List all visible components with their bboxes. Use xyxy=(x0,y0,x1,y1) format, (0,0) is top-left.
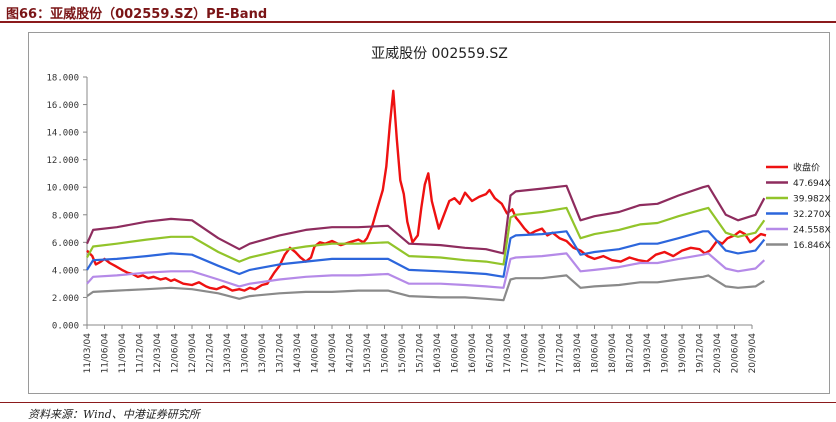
x-tick-label: 20/09/04 xyxy=(748,333,758,374)
x-tick-label: 11/12/04 xyxy=(136,333,146,374)
x-tick-label: 13/09/04 xyxy=(258,333,268,374)
x-tick-label: 16/12/04 xyxy=(486,333,496,374)
x-tick-label: 17/06/04 xyxy=(521,333,531,374)
series-line-4 xyxy=(86,230,766,278)
x-tick-label: 14/06/04 xyxy=(311,333,321,374)
x-tick-label: 12/09/04 xyxy=(188,333,198,374)
y-tick-label: 10.000 xyxy=(46,184,79,194)
x-tick-label: 12/12/04 xyxy=(206,333,216,374)
y-tick-label: 12.000 xyxy=(46,156,79,166)
x-tick-label: 16/09/04 xyxy=(468,333,478,374)
chart-title: 亚威股份 002559.SZ xyxy=(371,46,508,62)
x-tick-label: 15/12/04 xyxy=(416,333,426,374)
chart-frame xyxy=(28,32,830,394)
x-tick-label: 20/03/04 xyxy=(713,333,723,374)
x-tick-label: 13/12/04 xyxy=(276,333,286,374)
legend-label: 24.558X xyxy=(793,226,831,236)
legend-label: 16.846X xyxy=(793,241,831,251)
x-tick-label: 14/09/04 xyxy=(328,333,338,374)
legend-label: 收盘价 xyxy=(793,162,820,174)
figure-caption: 图66：亚威股份（002559.SZ）PE-Band xyxy=(6,7,268,22)
x-tick-label: 16/03/04 xyxy=(433,333,443,374)
x-tick-label: 14/03/04 xyxy=(293,333,303,374)
x-tick-label: 15/09/04 xyxy=(398,333,408,374)
x-tick-label: 19/09/04 xyxy=(678,333,688,374)
x-tick-label: 11/03/04 xyxy=(83,333,93,374)
x-tick-label: 15/06/04 xyxy=(381,333,391,374)
x-tick-label: 18/09/04 xyxy=(608,333,618,374)
x-tick-label: 18/12/04 xyxy=(626,333,636,374)
y-tick-label: 0.000 xyxy=(52,322,79,332)
x-tick-label: 18/03/04 xyxy=(573,333,583,374)
x-tick-label: 15/03/04 xyxy=(363,333,373,374)
x-tick-label: 19/03/04 xyxy=(643,333,653,374)
y-tick-label: 14.000 xyxy=(46,129,79,139)
x-tick-label: 13/06/04 xyxy=(241,333,251,374)
x-tick-label: 17/12/04 xyxy=(556,333,566,374)
legend-label: 47.694X xyxy=(793,179,831,189)
source-rule xyxy=(0,402,836,403)
x-tick-label: 19/12/04 xyxy=(696,333,706,374)
series-line-2 xyxy=(85,184,766,255)
y-tick-label: 6.000 xyxy=(52,239,79,249)
x-tick-label: 18/06/04 xyxy=(591,333,601,374)
y-tick-label: 2.000 xyxy=(52,294,79,304)
x-tick-label: 13/03/04 xyxy=(223,333,233,374)
caption-rule xyxy=(0,21,836,23)
x-tick-label: 20/06/04 xyxy=(731,333,741,374)
source-note: 资料来源：Wind、中港证券研究所 xyxy=(28,408,200,421)
y-tick-label: 8.000 xyxy=(52,211,79,221)
x-tick-label: 11/06/04 xyxy=(101,333,111,374)
series-line-5 xyxy=(86,252,766,289)
y-tick-label: 4.000 xyxy=(52,266,79,276)
legend-label: 32.270X xyxy=(793,210,831,220)
series-line-3 xyxy=(86,206,766,266)
x-tick-label: 19/06/04 xyxy=(661,333,671,374)
x-tick-label: 16/06/04 xyxy=(451,333,461,374)
x-tick-label: 14/12/04 xyxy=(346,333,356,374)
series-line-1 xyxy=(86,89,767,292)
x-tick-label: 17/09/04 xyxy=(538,333,548,374)
x-tick-label: 12/06/04 xyxy=(171,333,181,374)
x-tick-label: 12/03/04 xyxy=(153,333,163,374)
y-tick-label: 16.000 xyxy=(46,101,79,111)
legend-label: 39.982X xyxy=(793,195,831,205)
x-tick-label: 11/09/04 xyxy=(118,333,128,374)
series-line-6 xyxy=(86,274,765,302)
y-tick-label: 18.000 xyxy=(46,74,79,84)
x-tick-label: 17/03/04 xyxy=(503,333,513,374)
